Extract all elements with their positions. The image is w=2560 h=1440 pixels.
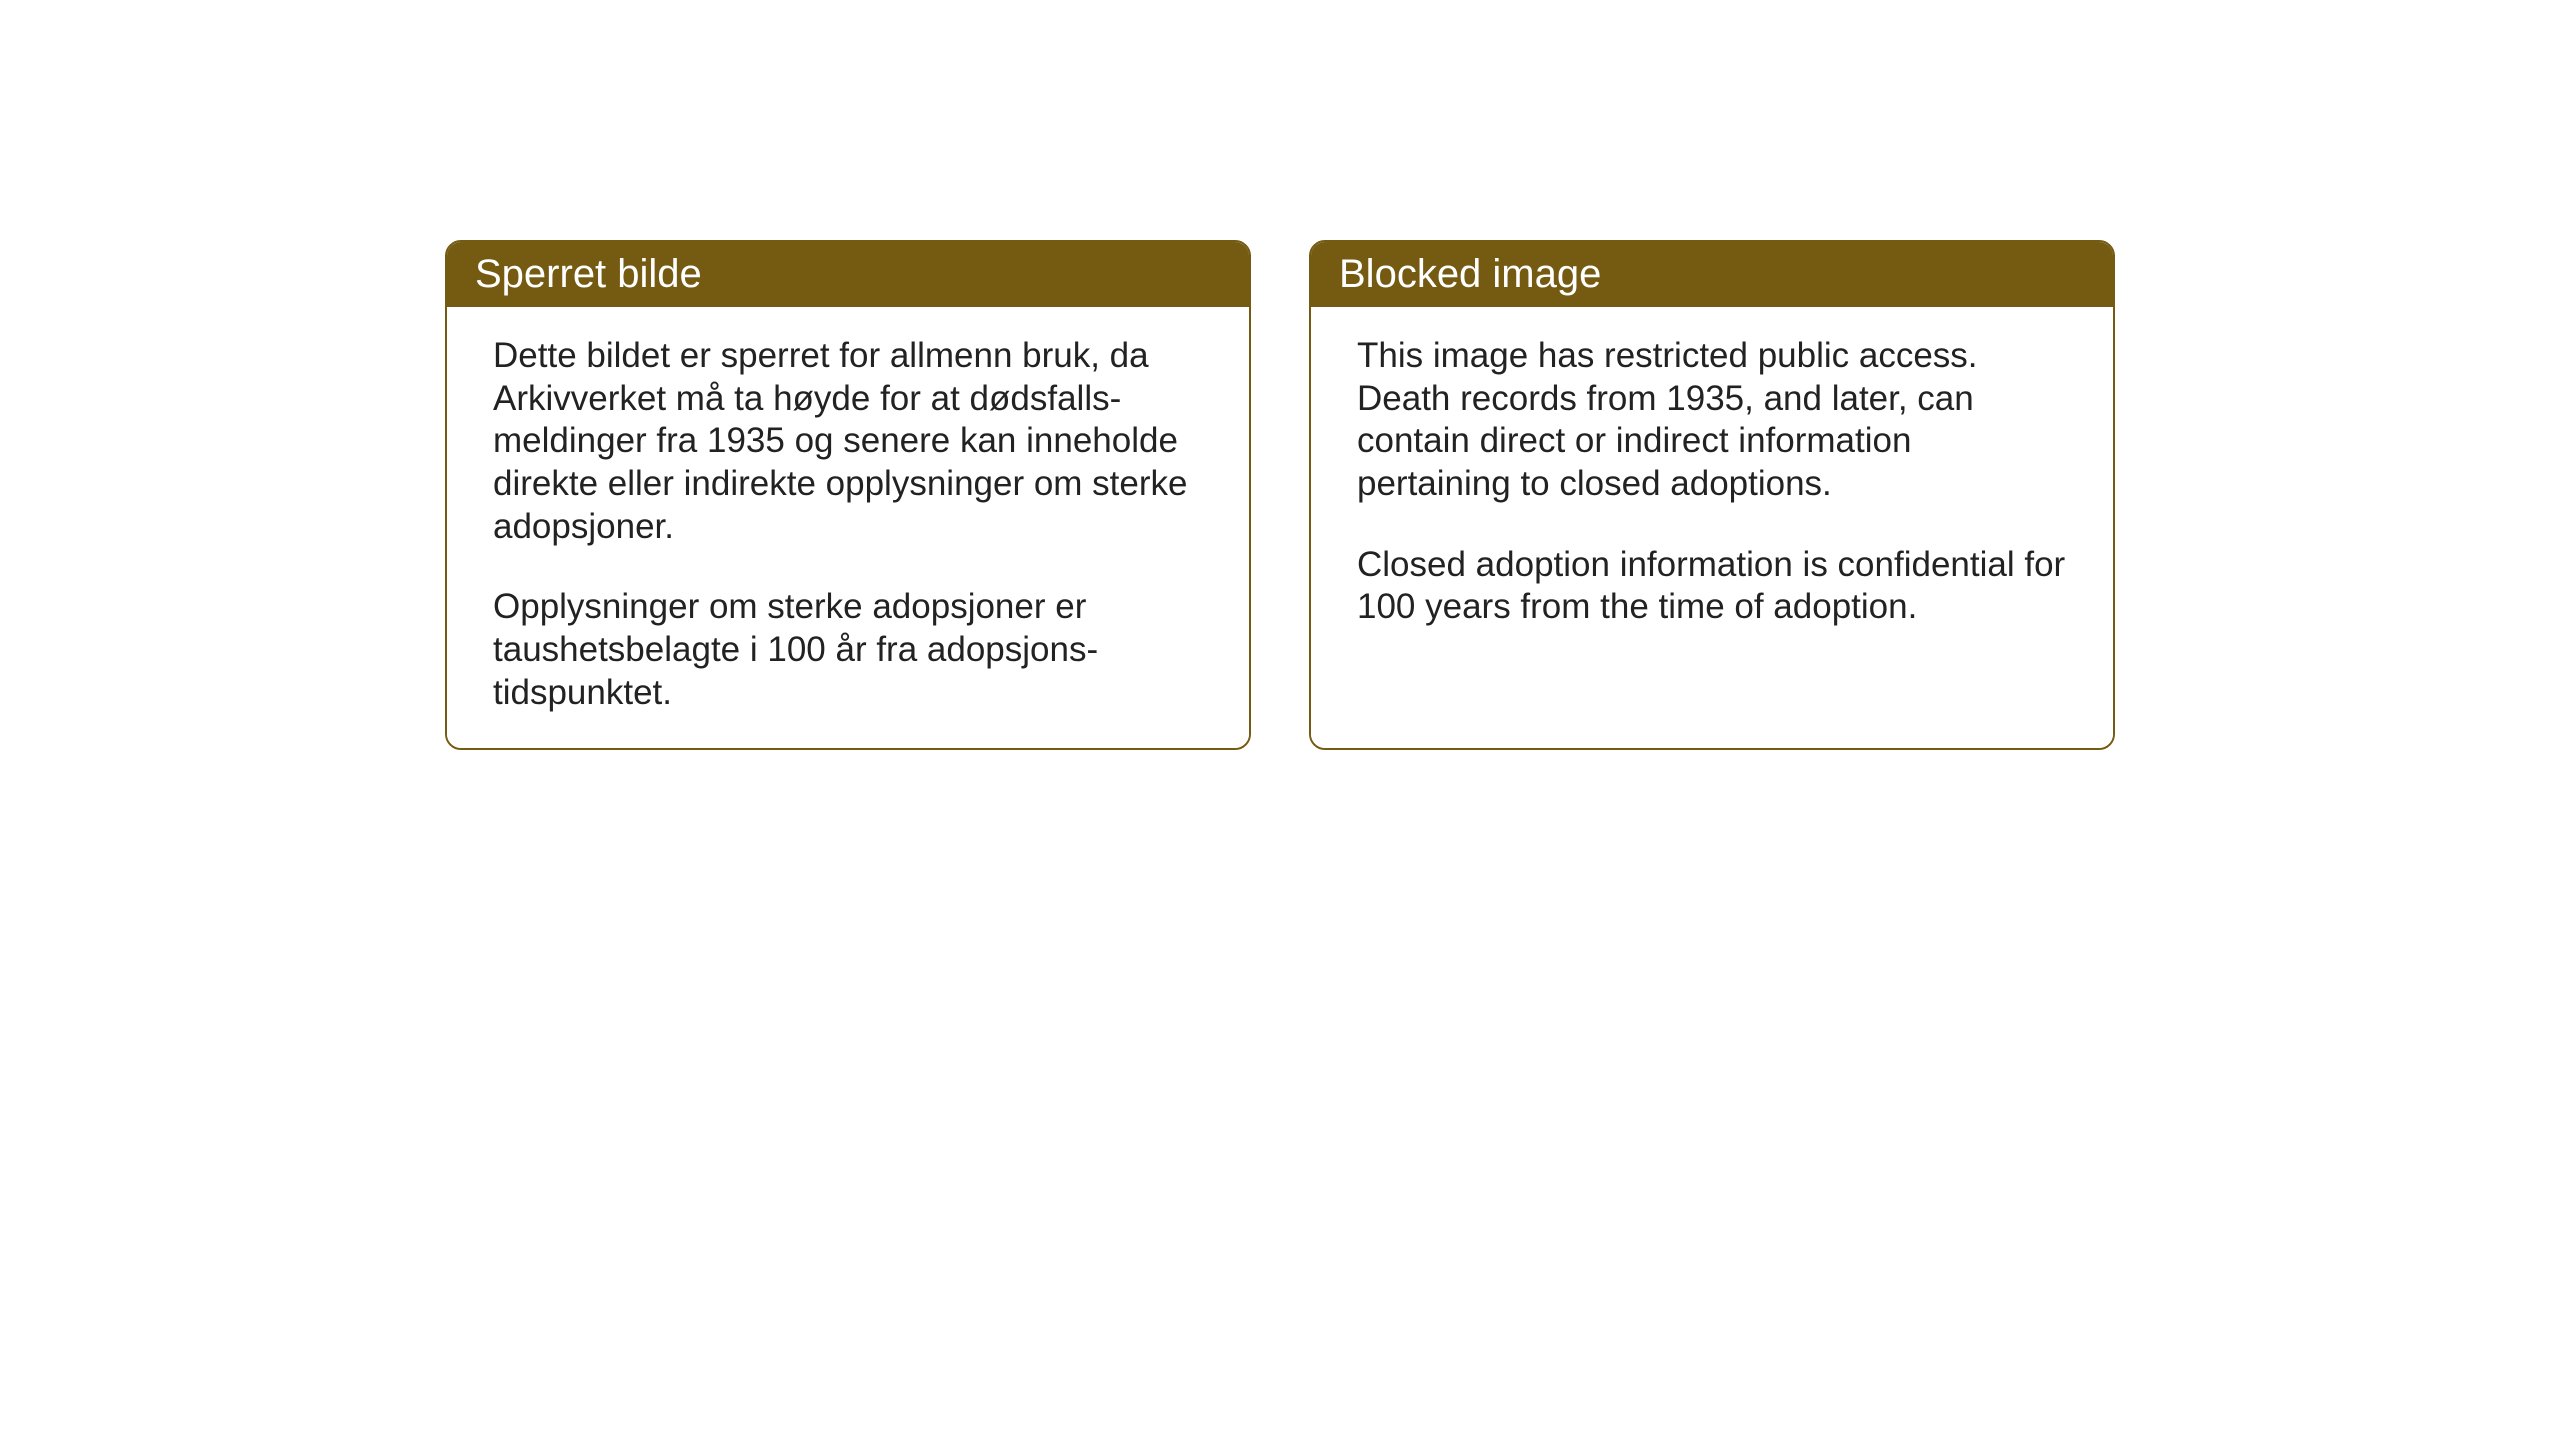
info-boxes-container: Sperret bilde Dette bildet er sperret fo… bbox=[445, 240, 2115, 750]
paragraph-norwegian-2: Opplysninger om sterke adopsjoner er tau… bbox=[493, 586, 1203, 714]
box-body-english: This image has restricted public access.… bbox=[1311, 307, 2113, 748]
paragraph-norwegian-1: Dette bildet er sperret for allmenn bruk… bbox=[493, 335, 1203, 548]
box-title-english: Blocked image bbox=[1339, 252, 1601, 296]
paragraph-english-2: Closed adoption information is confident… bbox=[1357, 544, 2067, 629]
paragraph-english-1: This image has restricted public access.… bbox=[1357, 335, 2067, 506]
box-body-norwegian: Dette bildet er sperret for allmenn bruk… bbox=[447, 307, 1249, 750]
info-box-norwegian: Sperret bilde Dette bildet er sperret fo… bbox=[445, 240, 1251, 750]
box-header-norwegian: Sperret bilde bbox=[447, 242, 1249, 307]
box-title-norwegian: Sperret bilde bbox=[475, 252, 702, 296]
box-header-english: Blocked image bbox=[1311, 242, 2113, 307]
info-box-english: Blocked image This image has restricted … bbox=[1309, 240, 2115, 750]
